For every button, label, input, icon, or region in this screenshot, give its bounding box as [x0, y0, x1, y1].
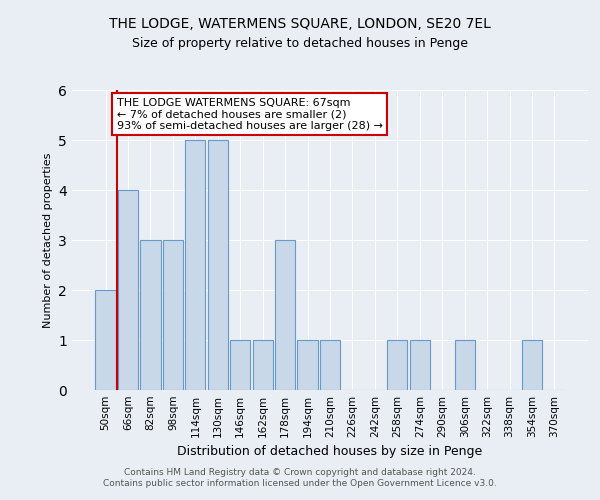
Bar — [163, 240, 183, 390]
Bar — [522, 340, 542, 390]
Bar — [253, 340, 273, 390]
Text: Contains HM Land Registry data © Crown copyright and database right 2024.
Contai: Contains HM Land Registry data © Crown c… — [103, 468, 497, 487]
Bar — [320, 340, 340, 390]
Bar — [387, 340, 407, 390]
Bar — [118, 190, 138, 390]
X-axis label: Distribution of detached houses by size in Penge: Distribution of detached houses by size … — [178, 446, 482, 458]
Bar — [275, 240, 295, 390]
Bar — [455, 340, 475, 390]
Bar — [410, 340, 430, 390]
Bar — [230, 340, 250, 390]
Bar — [140, 240, 161, 390]
Text: THE LODGE WATERMENS SQUARE: 67sqm
← 7% of detached houses are smaller (2)
93% of: THE LODGE WATERMENS SQUARE: 67sqm ← 7% o… — [117, 98, 383, 130]
Bar — [208, 140, 228, 390]
Bar — [95, 290, 116, 390]
Bar — [185, 140, 205, 390]
Text: Size of property relative to detached houses in Penge: Size of property relative to detached ho… — [132, 38, 468, 51]
Text: THE LODGE, WATERMENS SQUARE, LONDON, SE20 7EL: THE LODGE, WATERMENS SQUARE, LONDON, SE2… — [109, 18, 491, 32]
Y-axis label: Number of detached properties: Number of detached properties — [43, 152, 53, 328]
Bar — [298, 340, 317, 390]
